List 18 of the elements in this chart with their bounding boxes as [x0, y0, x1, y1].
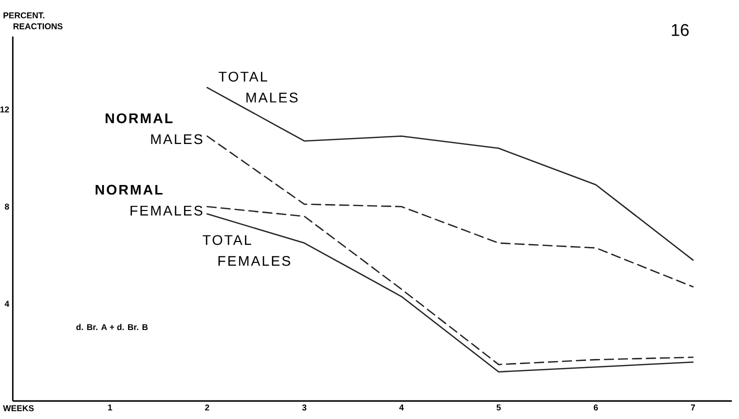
x-tick-label: 5: [496, 404, 501, 410]
series-label: NORMAL FEMALES: [96, 184, 202, 216]
text: 16: [672, 24, 689, 36]
x-tick-label: 2: [205, 404, 210, 410]
x-axis-title: WEEKS: [3, 405, 34, 412]
x-tick-label: 4: [399, 404, 404, 410]
y-tick-label: 8: [4, 204, 10, 210]
y-tick-label: 12: [0, 106, 9, 112]
x-tick-label: 1: [108, 404, 112, 410]
x-tick-label: 6: [594, 404, 598, 411]
annotation: d. Br. A + d. Br. B: [76, 324, 148, 330]
series-label: TOTAL FEMALES: [202, 235, 290, 266]
y-tick-label: 4: [4, 300, 10, 307]
x-tick-label: 7: [691, 404, 695, 410]
series-label: NORMAL MALES: [106, 113, 202, 144]
x-tick-label: 3: [302, 404, 306, 411]
series-label: TOTAL MALES: [218, 72, 298, 103]
y-axis-title: PERCENT. REACTIONS: [4, 12, 63, 30]
